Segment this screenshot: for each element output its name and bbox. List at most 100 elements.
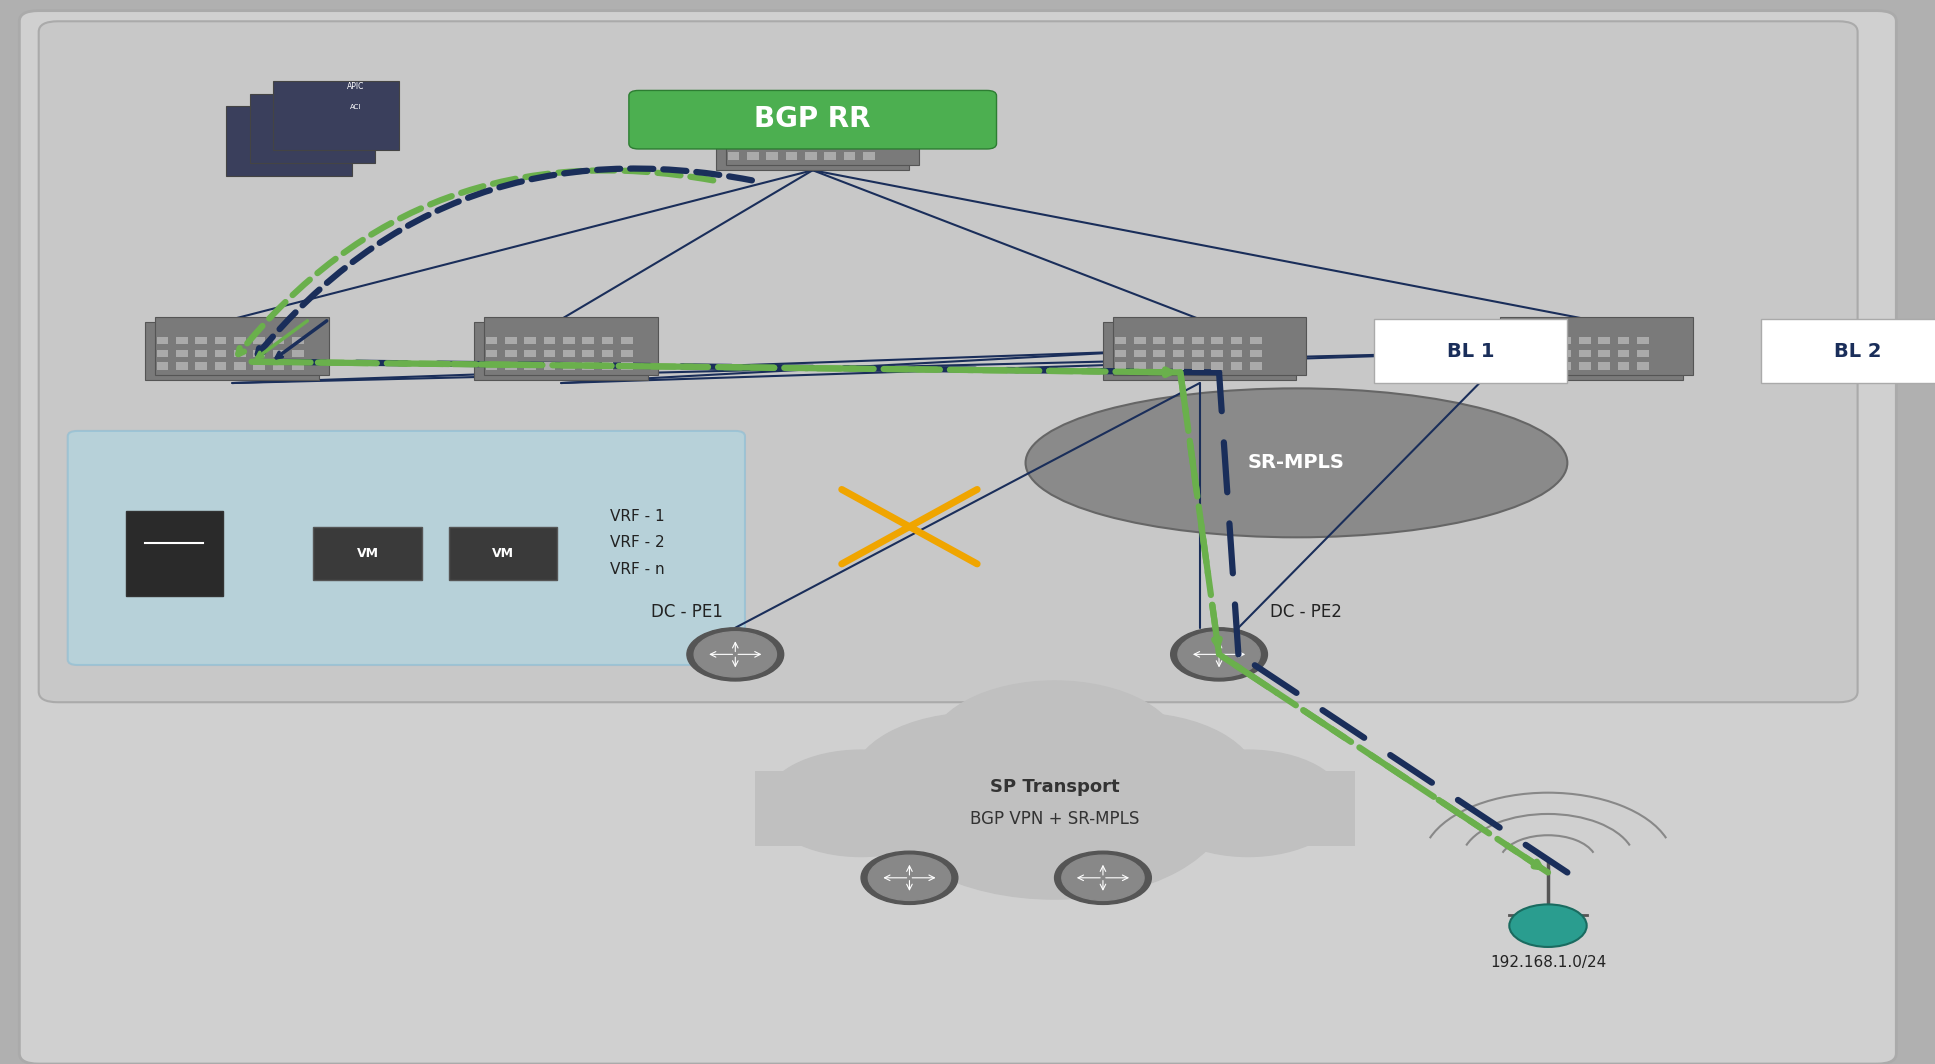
Bar [253,349,265,356]
Bar [1115,336,1126,344]
Bar [786,152,797,160]
Bar [786,127,797,134]
Bar [844,152,855,160]
Bar [292,362,304,369]
FancyBboxPatch shape [68,431,745,665]
Bar [195,362,207,369]
Bar [728,127,739,134]
Bar [1153,349,1165,356]
Bar [621,336,633,344]
Bar [505,362,517,369]
Bar [176,336,188,344]
Text: SP Transport: SP Transport [991,779,1118,796]
Bar [747,127,759,134]
Bar [844,139,855,147]
Bar [747,139,759,147]
Bar [1540,362,1552,369]
Bar [1637,362,1649,369]
FancyBboxPatch shape [39,21,1858,702]
Bar [1192,362,1204,369]
Bar [1579,349,1591,356]
Text: 192.168.1.0/24: 192.168.1.0/24 [1490,955,1606,970]
Bar [234,362,246,369]
Bar [292,349,304,356]
Circle shape [851,713,1103,851]
FancyBboxPatch shape [1113,316,1306,376]
Bar [1521,362,1533,369]
Bar [157,362,168,369]
Text: VM: VM [491,547,515,560]
Bar [1579,336,1591,344]
Text: SR-MPLS: SR-MPLS [1248,453,1345,472]
FancyBboxPatch shape [145,321,319,380]
Bar [766,127,778,134]
Circle shape [1178,632,1260,677]
FancyBboxPatch shape [629,90,997,149]
Bar [176,349,188,356]
Bar [805,152,817,160]
FancyBboxPatch shape [474,321,648,380]
Bar [1173,349,1184,356]
Bar [1192,336,1204,344]
Bar [1502,362,1513,369]
FancyBboxPatch shape [273,81,399,150]
Bar [805,139,817,147]
Bar [292,336,304,344]
Bar [1598,336,1610,344]
Bar [1173,362,1184,369]
Bar [215,362,226,369]
Bar [1502,349,1513,356]
Bar [234,349,246,356]
Bar [563,362,575,369]
Bar [582,349,594,356]
Ellipse shape [1026,388,1567,537]
Bar [582,362,594,369]
Bar [1540,349,1552,356]
Bar [1173,336,1184,344]
Bar [1211,349,1223,356]
Bar [824,127,836,134]
FancyBboxPatch shape [250,94,375,163]
Circle shape [1171,628,1267,681]
Bar [621,349,633,356]
Bar [1521,336,1533,344]
Bar [253,362,265,369]
Bar [157,336,168,344]
Bar [1231,362,1242,369]
Bar [1618,349,1629,356]
Bar [486,349,497,356]
Bar [563,349,575,356]
Bar [1521,349,1533,356]
FancyBboxPatch shape [126,511,223,596]
Bar [544,336,555,344]
Bar [1231,336,1242,344]
Bar [1618,336,1629,344]
Bar [1115,362,1126,369]
Bar [1250,349,1262,356]
FancyBboxPatch shape [1103,321,1296,380]
Bar [844,127,855,134]
FancyBboxPatch shape [716,106,909,170]
Bar [1598,362,1610,369]
FancyBboxPatch shape [449,527,557,580]
Text: ACI: ACI [327,117,339,123]
Bar [1231,349,1242,356]
FancyBboxPatch shape [226,106,352,176]
Bar [524,349,536,356]
Bar [1560,336,1571,344]
Text: BGP VPN + SR-MPLS: BGP VPN + SR-MPLS [969,811,1140,828]
Bar [273,349,284,356]
Bar [766,139,778,147]
Bar [563,336,575,344]
Text: ACI: ACI [350,104,362,111]
Bar [486,362,497,369]
Bar [176,362,188,369]
Text: ACI: ACI [304,130,315,136]
Bar [824,152,836,160]
Text: APIC: APIC [302,107,317,116]
Bar [1153,336,1165,344]
FancyBboxPatch shape [155,316,329,376]
Bar [786,139,797,147]
Bar [544,362,555,369]
Text: APIC: APIC [348,82,364,90]
